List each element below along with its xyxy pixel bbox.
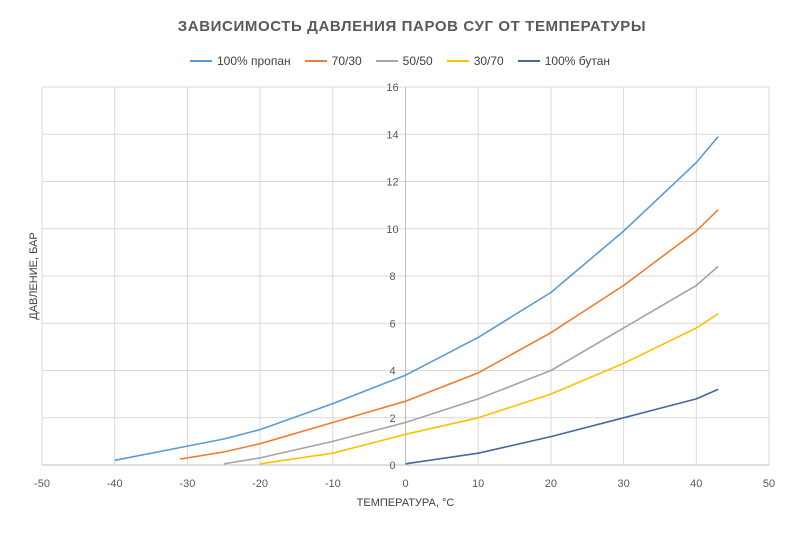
y-axis-title: ДАВЛЕНИЕ, БАР (28, 232, 40, 320)
chart-title: ЗАВИСИМОСТЬ ДАВЛЕНИЯ ПАРОВ СУГ ОТ ТЕМПЕР… (177, 18, 647, 35)
x-axis-title: ТЕМПЕРАТУРА, °С (357, 497, 455, 509)
legend-label-70-30: 70/30 (331, 54, 362, 68)
x-tick-label: 40 (690, 478, 702, 490)
y-tick-labels: 0 2 4 6 8 10 12 14 16 (386, 82, 398, 472)
legend-item-butane: 100% бутан (517, 54, 611, 68)
x-tick-label: 30 (617, 478, 629, 490)
y-tick-label: 16 (386, 82, 398, 94)
legend-swatch-50-50 (375, 60, 398, 62)
legend-item-propane: 100% пропан (189, 54, 291, 68)
y-tick-label: 10 (386, 224, 398, 236)
y-tick-label: 0 (389, 460, 395, 472)
legend-swatch-30-70 (446, 60, 469, 62)
legend-item-50-50: 50/50 (375, 54, 433, 68)
legend-label-50-50: 50/50 (402, 54, 433, 68)
y-tick-label: 8 (389, 271, 395, 283)
series-line-3 (259, 313, 719, 465)
series-line-0 (114, 136, 719, 462)
series-line-1 (179, 209, 719, 460)
legend-swatch-butane (517, 60, 540, 62)
y-tick-label: 12 (386, 177, 398, 189)
series-line-4 (405, 388, 719, 465)
x-tick-label: -20 (252, 478, 268, 490)
legend-item-30-70: 30/70 (446, 54, 504, 68)
legend-swatch-propane (189, 60, 212, 62)
x-tick-label: -30 (179, 478, 195, 490)
x-tick-label: 20 (545, 478, 557, 490)
legend-label-30-70: 30/70 (473, 54, 504, 68)
x-tick-label: -40 (107, 478, 123, 490)
y-tick-label: 2 (389, 413, 395, 425)
x-tick-label: -10 (325, 478, 341, 490)
legend-label-propane: 100% пропан (216, 54, 291, 68)
y-tick-label: 14 (386, 129, 398, 141)
x-tick-label: -50 (34, 478, 50, 490)
y-tick-label: 6 (389, 318, 395, 330)
legend-label-butane: 100% бутан (544, 54, 611, 68)
legend-swatch-70-30 (304, 60, 327, 62)
x-tick-label: 50 (763, 478, 775, 490)
series-lines (114, 136, 719, 465)
x-tick-label: 10 (472, 478, 484, 490)
x-tick-label: 0 (402, 478, 408, 490)
x-tick-labels: -50 -40 -30 -20 -10 0 10 20 30 40 50 (34, 478, 775, 490)
legend: 100% пропан 70/30 50/50 30/70 100% бутан (0, 54, 800, 68)
legend-item-70-30: 70/30 (304, 54, 362, 68)
series-line-2 (223, 265, 719, 465)
y-tick-label: 4 (389, 366, 395, 378)
